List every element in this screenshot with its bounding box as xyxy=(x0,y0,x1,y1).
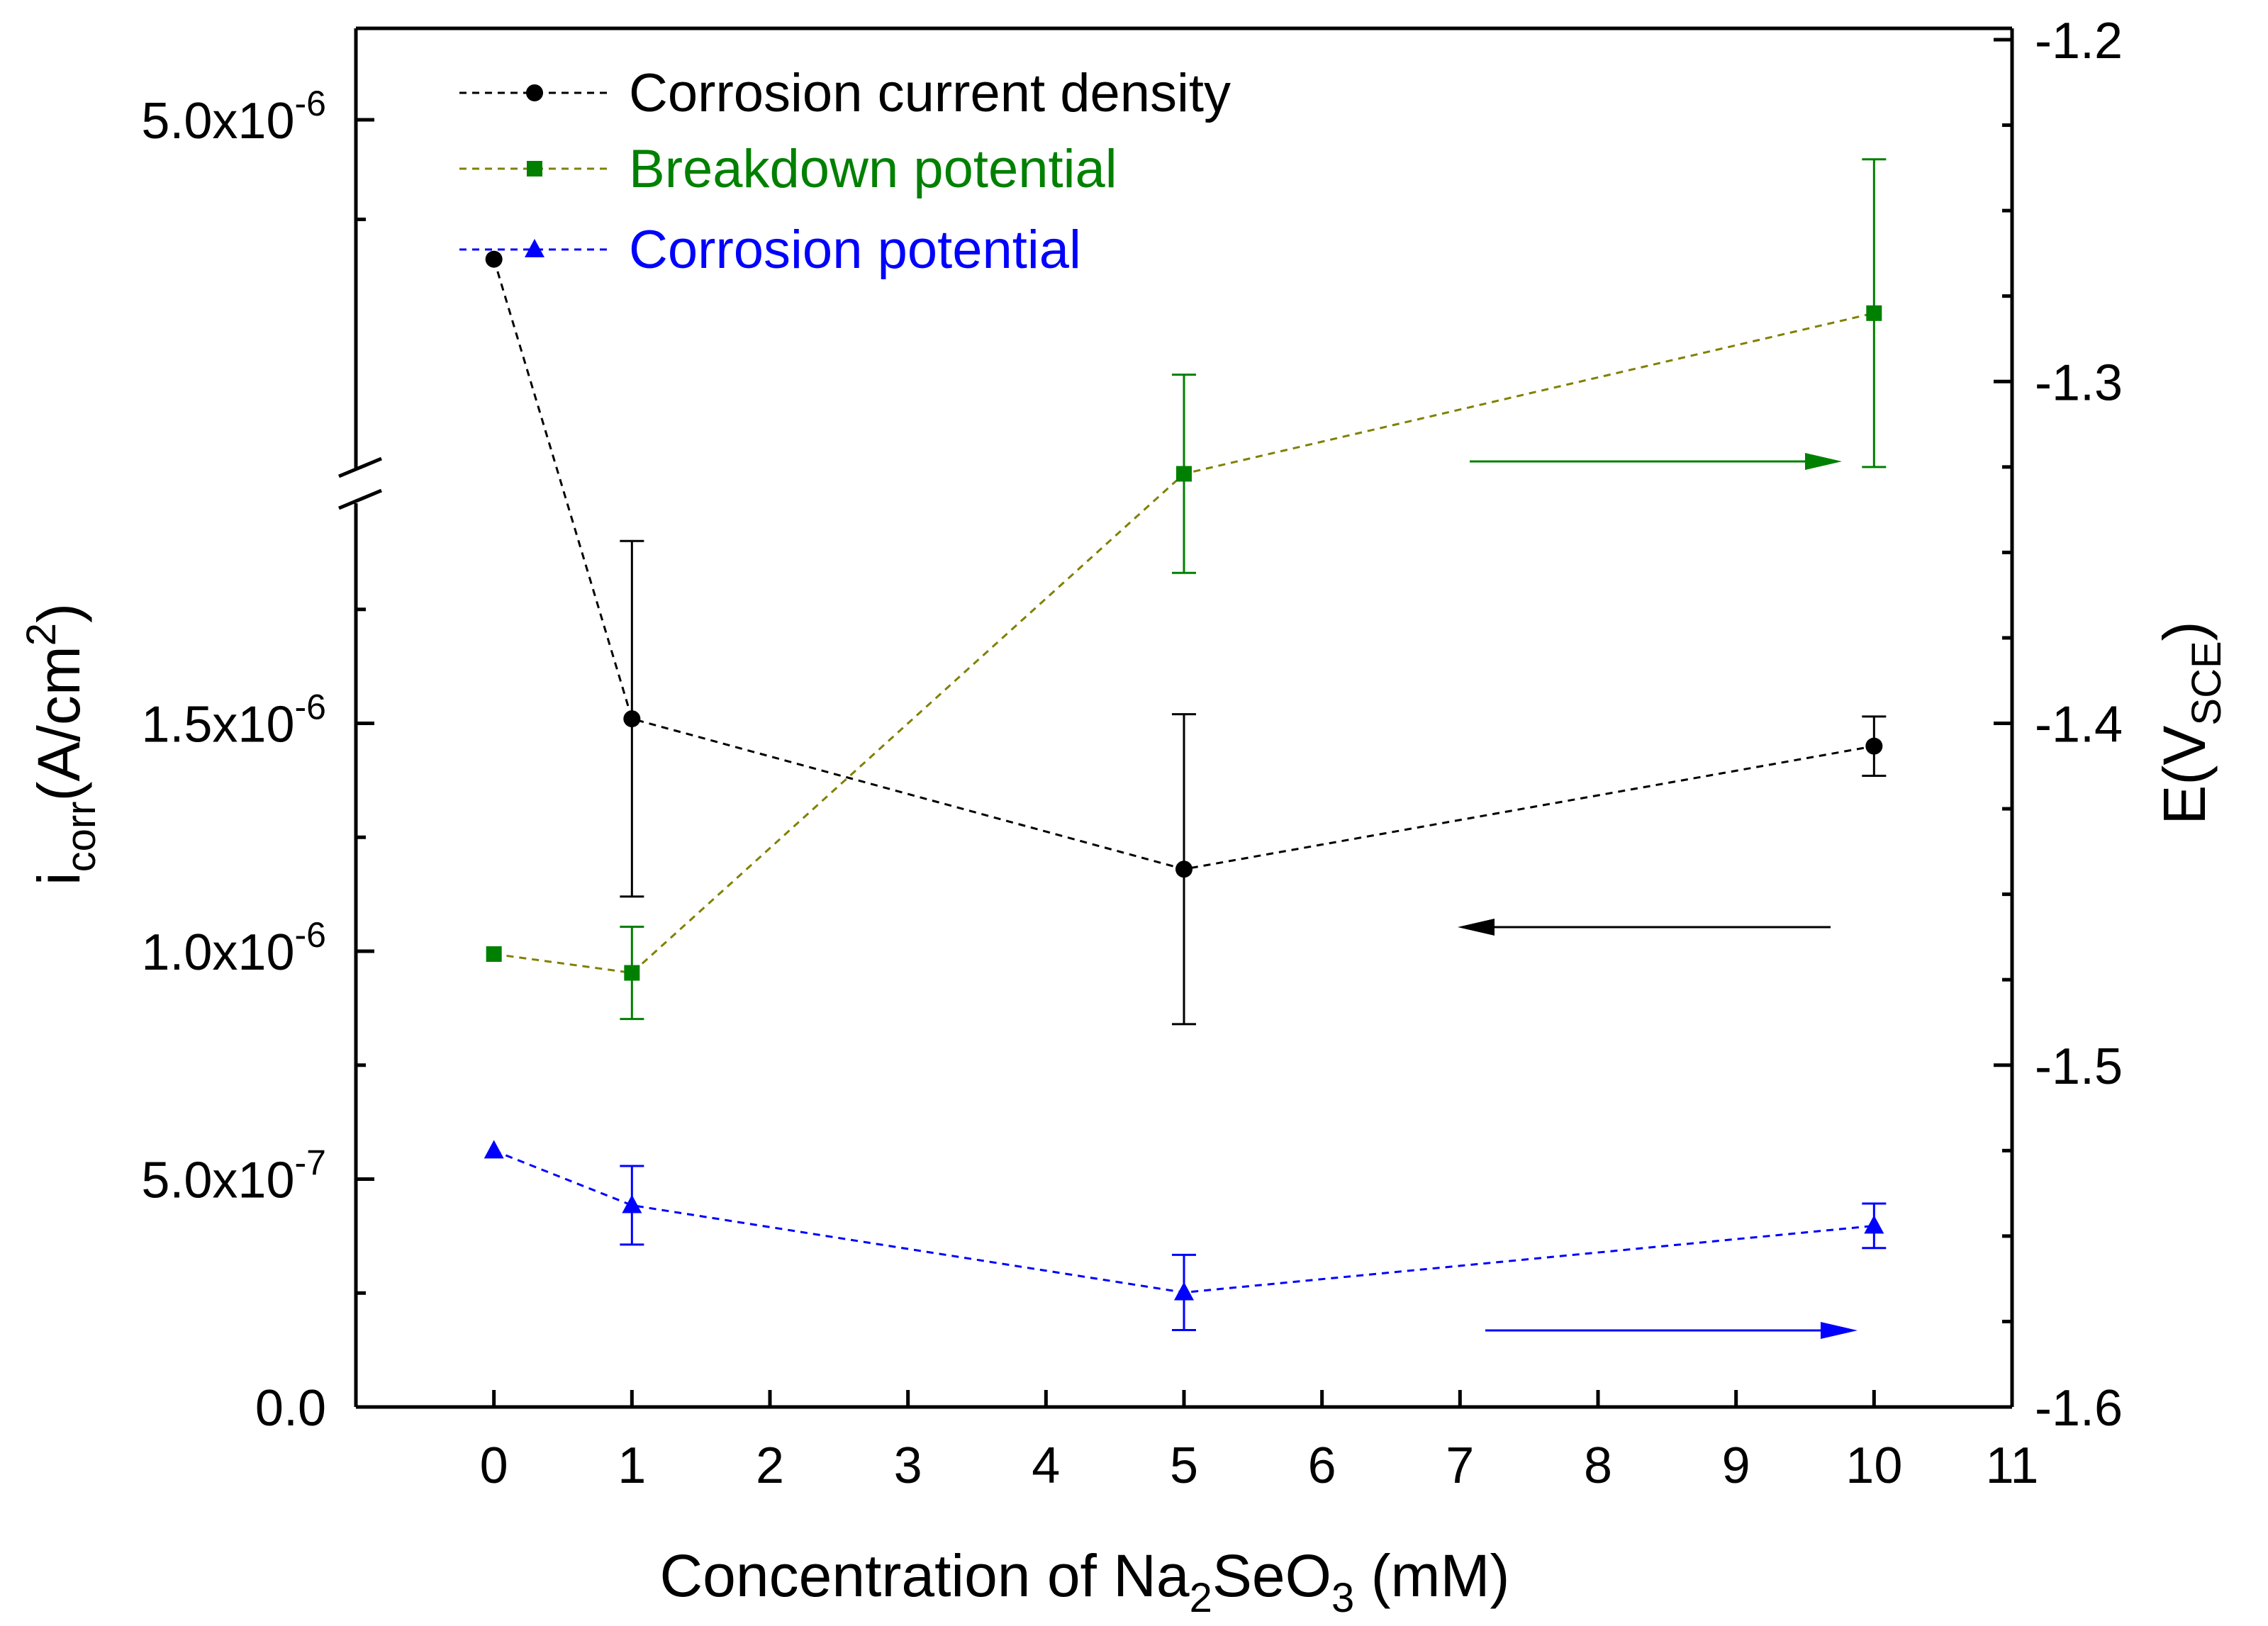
series-line xyxy=(493,1149,1875,1294)
data-point xyxy=(1864,1215,1884,1234)
legend: Corrosion current density Breakdown poten… xyxy=(459,63,1231,280)
data-point xyxy=(1176,466,1192,482)
x-tick-label: 8 xyxy=(1584,1437,1612,1494)
x-tick-label: 10 xyxy=(1845,1437,1902,1494)
legend-marker xyxy=(526,84,543,101)
x-tick-label: 2 xyxy=(756,1437,784,1494)
y-right-tick-label: -1.4 xyxy=(2035,697,2123,753)
x-tick-label: 4 xyxy=(1032,1437,1060,1494)
legend-entry: Corrosion potential xyxy=(459,220,1081,280)
x-tick-label: 5 xyxy=(1170,1437,1198,1494)
x-tick-label: 1 xyxy=(618,1437,646,1494)
x-tick-label: 6 xyxy=(1308,1437,1336,1494)
legend-marker xyxy=(527,161,542,176)
corrosion-potential-arrow xyxy=(1485,1322,1858,1339)
y-right-tick-label: -1.5 xyxy=(2035,1038,2123,1095)
axis-break-mark xyxy=(338,456,382,478)
y-right-axis-label: E(VSCE) xyxy=(2151,621,2230,824)
legend-entry: Breakdown potential xyxy=(459,139,1117,199)
x-tick-label: 9 xyxy=(1722,1437,1750,1494)
data-point xyxy=(1175,860,1192,878)
arrow-head xyxy=(1805,453,1842,470)
data-point xyxy=(486,946,502,963)
y-right-tick-label: -1.6 xyxy=(2035,1380,2123,1437)
arrow-head xyxy=(1821,1322,1858,1339)
data-point xyxy=(1866,305,1882,321)
plot-group xyxy=(484,158,1887,1339)
y-left-axis-label: icorr(A/cm2) xyxy=(18,603,104,885)
series-line xyxy=(493,259,1875,870)
data-point xyxy=(623,710,641,728)
y-left-tick-label: 1.5x10-6 xyxy=(141,688,326,753)
data-point xyxy=(485,250,503,268)
axis-labels: Concentration of Na2SeO3 (mM) icorr(A/cm2… xyxy=(18,603,2230,1621)
legend-label: Corrosion potential xyxy=(629,220,1081,280)
y-left-tick-label: 5.0x10-6 xyxy=(141,84,326,150)
data-point xyxy=(622,1194,642,1213)
x-tick-label: 3 xyxy=(894,1437,922,1494)
legend-entry: Corrosion current density xyxy=(459,63,1231,123)
y-right-tick-label: -1.3 xyxy=(2035,354,2123,411)
data-point xyxy=(624,965,640,981)
y-right-tick-label: -1.2 xyxy=(2035,13,2123,69)
data-point xyxy=(1174,1282,1194,1301)
data-point xyxy=(484,1140,504,1159)
data-point xyxy=(1865,737,1883,755)
arrow-head xyxy=(1458,919,1495,936)
corrosion-current-arrow xyxy=(1458,919,1831,936)
legend-marker xyxy=(525,239,544,257)
axis-break-mark xyxy=(338,488,382,510)
y-left-tick-label: 1.0x10-6 xyxy=(141,915,326,981)
breakdown-potential-arrow xyxy=(1470,453,1842,470)
y-left-tick-label: 0.0 xyxy=(255,1380,326,1437)
x-tick-label: 0 xyxy=(480,1437,508,1494)
y-left-tick-label: 5.0x10-7 xyxy=(141,1143,326,1209)
x-axis-label: Concentration of Na2SeO3 (mM) xyxy=(660,1542,1510,1621)
axes-group: 0 1 2 3 4 5 6 7 8 9 10 11 0.0 5.0x10-7 1.0x10-6 1.5x10-… xyxy=(141,13,2123,1494)
legend-label: Breakdown potential xyxy=(629,139,1117,199)
x-tick-label: 7 xyxy=(1446,1437,1474,1494)
legend-label: Corrosion current density xyxy=(629,63,1231,123)
series-line xyxy=(493,312,1875,975)
x-tick-label: 11 xyxy=(1986,1437,2039,1494)
